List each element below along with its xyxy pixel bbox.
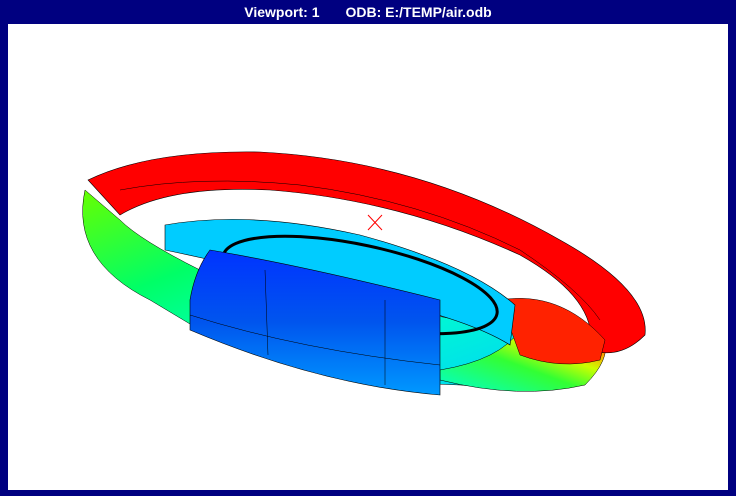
- ring-edge: [119, 180, 601, 321]
- block-edges: [189, 269, 441, 385]
- upper-ring: [87, 151, 646, 354]
- title-bar: Viewport: 1 ODB: E:/TEMP/air.odb: [0, 0, 736, 24]
- odb-path: ODB: E:/TEMP/air.odb: [345, 4, 492, 20]
- viewport-name: Viewport: 1: [244, 4, 320, 20]
- ring-front: [499, 298, 606, 365]
- blue-block: [189, 249, 441, 396]
- center-marker: [367, 214, 383, 231]
- model-view: [8, 24, 728, 490]
- model: [82, 151, 646, 396]
